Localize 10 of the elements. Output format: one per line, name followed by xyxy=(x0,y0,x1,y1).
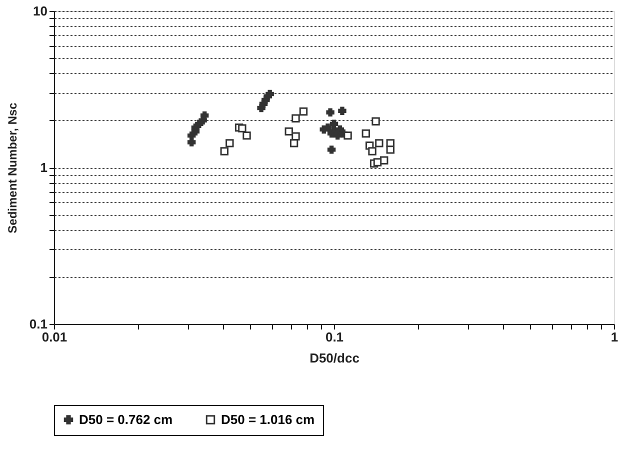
x-tick-label: 1 xyxy=(610,330,618,344)
y-tick-label: 1 xyxy=(40,160,48,175)
legend-label: D50 = 1.016 cm xyxy=(221,412,315,427)
legend-label: D50 = 0.762 cm xyxy=(79,412,173,427)
x-tick-label: 0.1 xyxy=(325,330,344,344)
x-axis-title: D50/dcc xyxy=(310,350,360,366)
x-tick-label: 0.01 xyxy=(42,330,68,344)
y-tick-label: 10 xyxy=(33,4,48,18)
y-axis-title: Sediment Number, Nsc xyxy=(5,102,20,234)
y-tick-label: 0.1 xyxy=(29,316,48,332)
